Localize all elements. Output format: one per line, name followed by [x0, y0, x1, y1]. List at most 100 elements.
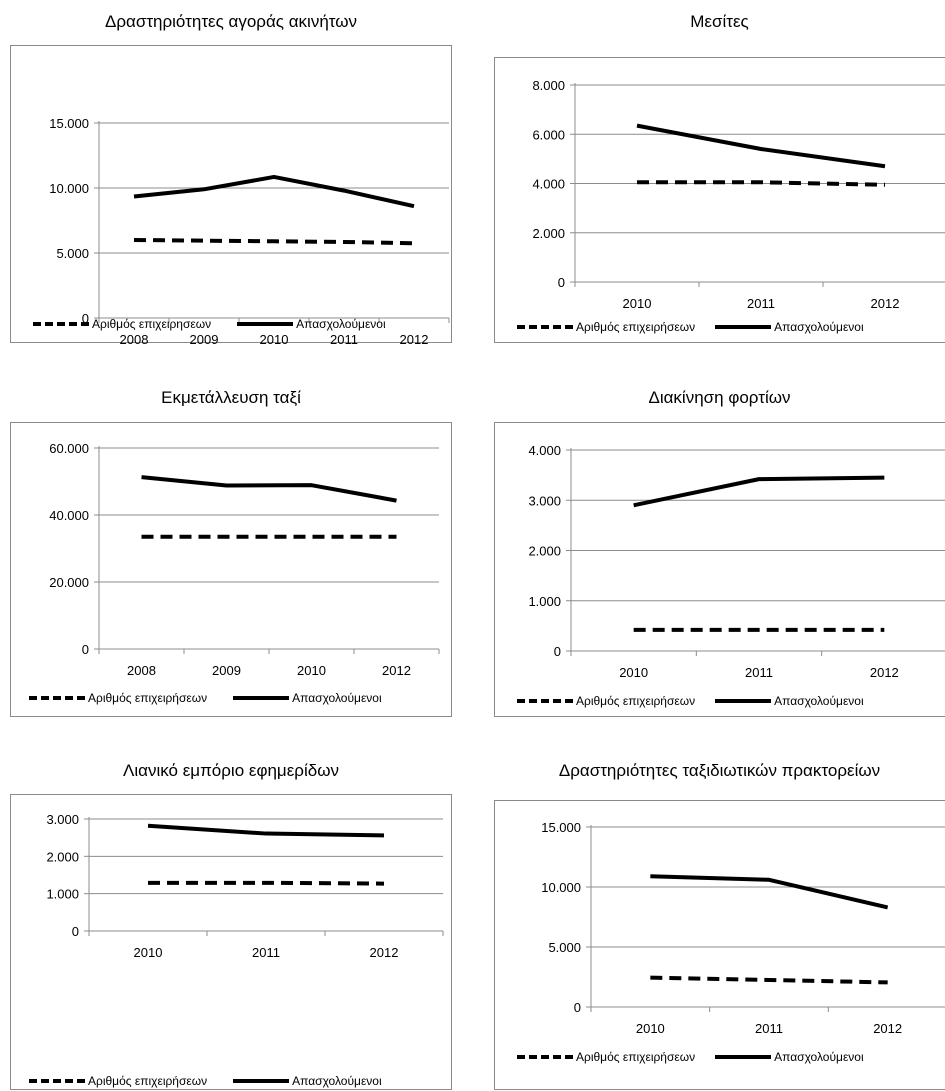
y-tick-label: 2.000 — [528, 544, 561, 559]
legend-dashed-swatch — [33, 322, 89, 326]
chart-legend: Αριθμός επιχειρήσεων Απασχολούμενοι — [517, 694, 864, 708]
legend-dashed-swatch — [517, 699, 573, 703]
y-tick-label: 1.000 — [528, 594, 561, 609]
x-tick-label: 2011 — [252, 945, 280, 960]
x-tick-label: 2012 — [873, 1021, 902, 1036]
y-tick-label: 5.000 — [56, 246, 89, 261]
x-tick-label: 2010 — [260, 332, 289, 347]
chart-title: Διακίνηση φορτίων — [648, 388, 791, 407]
legend-solid-swatch — [237, 322, 294, 326]
legend-label: Αριθμός επιχειρήσεων — [576, 320, 696, 334]
legend-dashed-swatch — [517, 325, 573, 329]
x-tick-label: 2011 — [745, 665, 773, 680]
y-tick-label: 8.000 — [532, 78, 565, 93]
chart-panel: 0 1.000 2.000 3.000 2010 2011 2012 Αριθμός επι… — [10, 794, 452, 1090]
x-tick-label: 2012 — [870, 665, 899, 680]
legend-dashed-swatch — [517, 1055, 573, 1059]
chart-panel: 0 2.000 4.000 6.000 8.000 2010 2011 2012 Αριθμό… — [494, 57, 945, 343]
legend-label: Αριθμός επιχειρήσεων — [576, 694, 696, 708]
chart-legend: Αριθμός επιχειρήσεων Απασχολούμενοι — [29, 1074, 382, 1088]
y-tick-label: 10.000 — [49, 181, 89, 196]
chart-legend: Αριθμός επιχειρησεων Απασχολούμενοι — [33, 317, 386, 331]
legend-solid-swatch — [715, 699, 772, 703]
x-tick-label: 2012 — [370, 945, 399, 960]
y-tick-label: 2.000 — [46, 849, 79, 864]
x-tick-label: 2010 — [134, 945, 163, 960]
x-tick-label: 2008 — [127, 663, 156, 678]
series-line-businesses — [650, 975, 888, 985]
y-tick-label: 3.000 — [46, 812, 79, 827]
x-tick-label: 2012 — [382, 663, 411, 678]
y-tick-label: 0 — [554, 644, 561, 659]
chart-legend: Αριθμός επιχειρήσεων Απασχολούμενοι — [517, 1050, 864, 1064]
series-line-employees — [147, 823, 385, 838]
x-tick-label: 2012 — [400, 332, 429, 347]
series-line-employees — [650, 874, 889, 910]
chart-title: Δραστηριότητες ταξιδιωτικών πρακτορείων — [558, 761, 881, 780]
chart-panel: 0 5.000 10.000 15.000 2010 2011 2012 Αριθμός ε… — [494, 800, 945, 1090]
legend-label: Απασχολούμενοι — [774, 694, 864, 708]
y-tick-label: 60.000 — [49, 441, 89, 456]
series-line-employees — [636, 123, 886, 169]
series-line-employees — [133, 174, 415, 209]
x-tick-label: 2008 — [120, 332, 149, 347]
y-tick-label: 4.000 — [528, 443, 561, 458]
y-tick-label: 0 — [82, 311, 89, 326]
y-tick-label: 15.000 — [541, 820, 581, 835]
y-tick-label: 0 — [574, 1000, 581, 1015]
y-tick-label: 40.000 — [49, 508, 89, 523]
x-tick-label: 2010 — [619, 665, 648, 680]
legend-label: Απασχολούμενοι — [292, 691, 382, 705]
series-line-businesses — [148, 880, 385, 886]
y-tick-label: 0 — [82, 642, 89, 657]
x-tick-label: 2011 — [330, 332, 358, 347]
y-tick-label: 20.000 — [49, 575, 89, 590]
legend-label: Απασχολούμενοι — [292, 1074, 382, 1088]
x-tick-label: 2010 — [623, 296, 652, 311]
y-tick-label: 0 — [72, 924, 79, 939]
chart-title: Εκμετάλλευση ταξί — [161, 388, 301, 407]
series-line-employees — [141, 475, 397, 503]
series-line-businesses — [133, 238, 415, 246]
line-chart: 0 1.000 2.000 3.000 4.000 2010 2011 2012 — [528, 443, 945, 680]
chart-panel: 0 1.000 2.000 3.000 4.000 2010 2011 2012 Αριθμό… — [494, 422, 945, 717]
series-line-businesses — [637, 180, 886, 187]
chart-legend: Αριθμός επιχειρήσεων Απασχολούμενοι — [517, 320, 864, 334]
x-tick-label: 2010 — [297, 663, 326, 678]
legend-label: Απασχολούμενοι — [774, 1050, 864, 1064]
legend-label: Απασχολούμενοι — [774, 320, 864, 334]
y-tick-label: 10.000 — [541, 880, 581, 895]
x-tick-label: 2009 — [190, 332, 219, 347]
chart-title: Δραστηριότητες αγοράς ακινήτων — [104, 12, 358, 31]
chart-title: Λιανικό εμπόριο εφημερίδων — [122, 761, 339, 780]
line-chart: 0 5.000 10.000 15.000 2010 2011 2012 — [541, 820, 945, 1036]
x-tick-label: 2011 — [747, 296, 775, 311]
legend-dashed-swatch — [29, 696, 85, 700]
x-tick-label: 2009 — [212, 663, 241, 678]
chart-title: Μεσίτες — [690, 12, 749, 31]
legend-solid-swatch — [233, 1079, 290, 1083]
line-chart: 0 20.000 40.000 60.000 2008 2009 2010 2012 — [49, 441, 440, 678]
chart-legend: Αριθμός επιχειρήσεων Απασχολούμενοι — [29, 691, 382, 705]
chart-panel: 0 5.000 10.000 15.000 2008 2009 2010 2011 2012 Α… — [10, 45, 452, 347]
legend-label: Αριθμός επιχειρησεων — [92, 317, 212, 331]
x-tick-label: 2010 — [636, 1021, 665, 1036]
y-tick-label: 6.000 — [532, 127, 565, 142]
y-tick-label: 3.000 — [528, 493, 561, 508]
chart-panel: 0 20.000 40.000 60.000 2008 2009 2010 2012 Αριθ… — [10, 422, 452, 717]
legend-label: Αριθμός επιχειρήσεων — [88, 1074, 208, 1088]
y-tick-label: 15.000 — [49, 116, 89, 131]
y-tick-label: 5.000 — [548, 940, 581, 955]
y-tick-label: 4.000 — [532, 177, 565, 192]
legend-solid-swatch — [233, 696, 290, 700]
legend-dashed-swatch — [29, 1079, 85, 1083]
series-line-employees — [633, 475, 885, 508]
x-tick-label: 2012 — [871, 296, 900, 311]
y-tick-label: 0 — [558, 275, 565, 290]
legend-label: Απασχολούμενοι — [296, 317, 386, 331]
legend-label: Αριθμός επιχειρήσεων — [576, 1050, 696, 1064]
y-tick-label: 2.000 — [532, 226, 565, 241]
x-tick-label: 2011 — [755, 1021, 783, 1036]
line-chart: 0 2.000 4.000 6.000 8.000 2010 2011 2012 — [532, 78, 945, 311]
y-tick-label: 1.000 — [46, 887, 79, 902]
